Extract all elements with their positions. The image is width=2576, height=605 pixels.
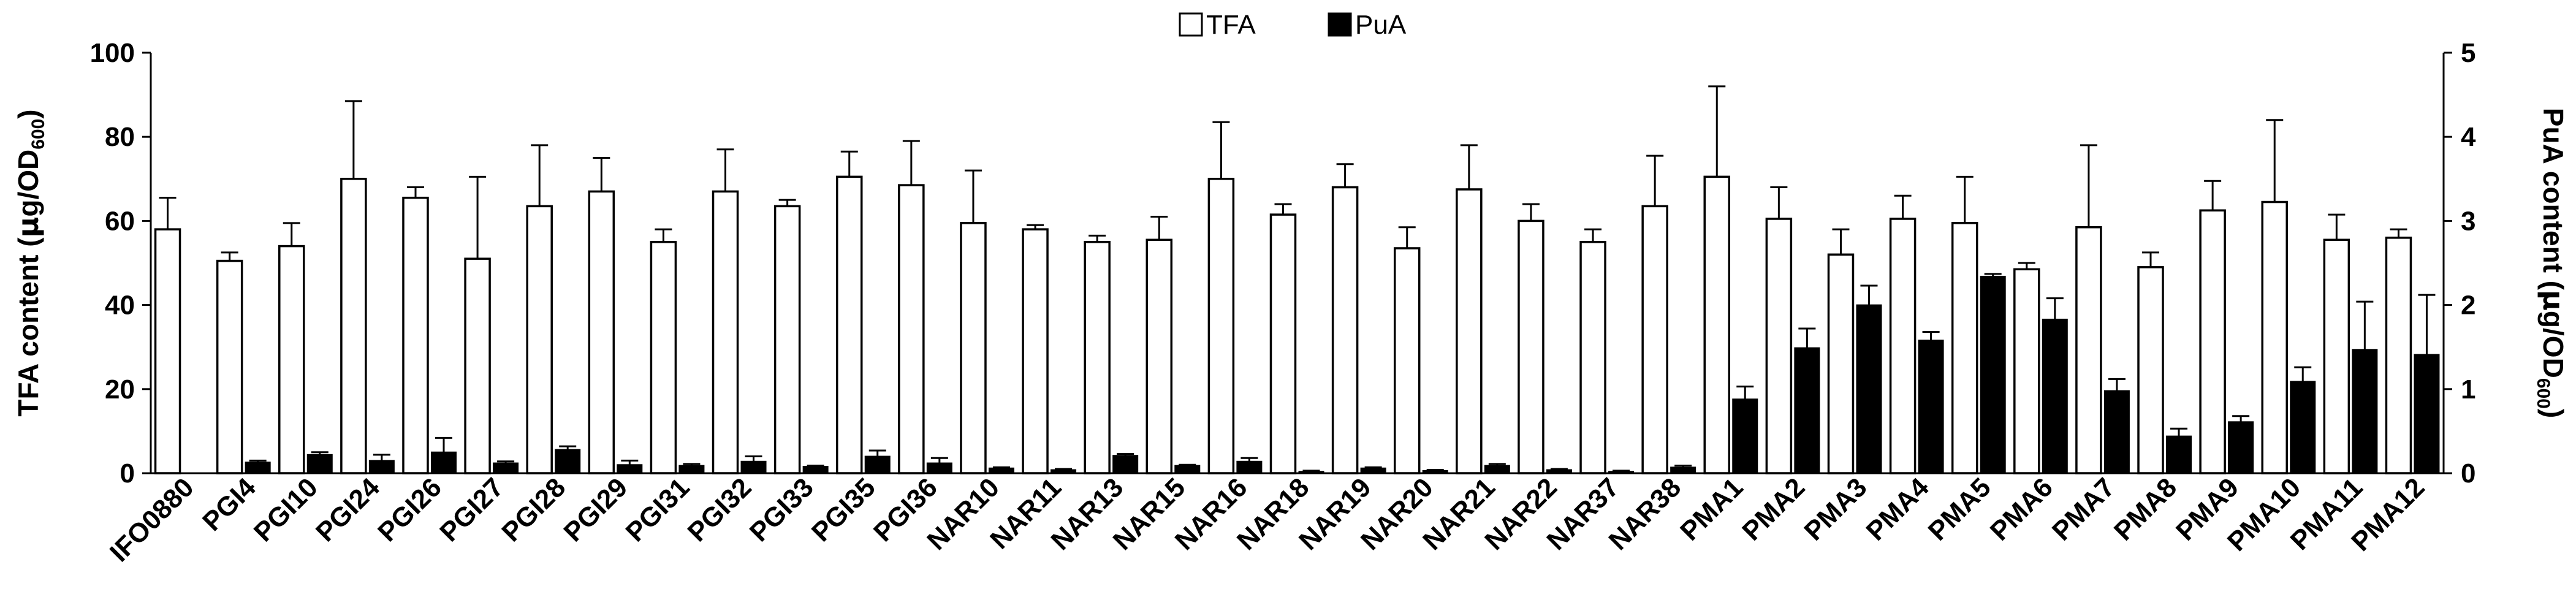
bar-tfa-nar22 [1518,219,1544,474]
legend-label-tfa: TFA [1206,10,1256,40]
bar-tfa-pgi35 [835,175,863,474]
bar-tfa-pgi29 [588,190,615,474]
category-label-pgi27: PGI27 [434,472,509,547]
legend-label-pua: PuA [1355,10,1407,40]
bar-pua-pgi33 [802,466,829,474]
left-tick-label: 20 [105,375,135,405]
bar-tfa-nar38 [1641,205,1668,474]
right-tick-label: 2 [2461,291,2475,321]
bar-tfa-pgi31 [650,240,677,474]
left-y-ticks: 0 20 40 60 80 100 [90,38,151,489]
right-y-ticks: 0 1 2 3 4 5 [2444,38,2476,489]
category-label-ifo0880: IFO0880 [104,472,200,568]
bar-pua-pma3 [1856,304,1882,474]
bar-tfa-nar37 [1579,240,1606,474]
right-y-axis-title: PuA content (μg/OD600) [2533,108,2570,418]
category-label-pgi31: PGI31 [620,472,696,547]
category-label-pgi29: PGI29 [558,472,634,547]
category-label-pgi32: PGI32 [682,472,758,547]
bar-tfa-pgi36 [898,184,925,474]
bar-pua-nar13 [1112,455,1139,474]
bar-tfa-ifo0880 [154,228,181,474]
category-label-pgi10: PGI10 [248,472,324,547]
bar-tfa-pma5 [1951,222,1978,474]
category-label-pma8: PMA8 [2108,472,2183,546]
bar-pua-nar15 [1174,465,1201,474]
left-tick-label: 100 [90,38,135,68]
bar-tfa-nar20 [1393,247,1421,474]
category-label-pma3: PMA3 [1798,472,1872,546]
category-label-pma7: PMA7 [2046,472,2121,546]
category-label-pma1: PMA1 [1674,472,1749,546]
right-tick-label: 0 [2461,459,2475,489]
category-label-pgi28: PGI28 [496,472,571,547]
category-label-pma5: PMA5 [1923,472,1997,546]
bar-tfa-pma12 [2385,237,2412,474]
bar-tfa-pma7 [2075,226,2102,474]
bar-tfa-pgi10 [278,245,305,474]
bar-tfa-pgi26 [402,196,429,474]
right-tick-label: 1 [2461,375,2475,405]
bar-tfa-pgi24 [340,178,367,474]
right-tick-label: 5 [2461,38,2475,68]
left-tick-label: 60 [105,206,135,236]
category-label-pma4: PMA4 [1861,472,1935,546]
bar-tfa-nar21 [1456,188,1483,474]
bar-tfa-pgi33 [773,205,801,474]
bar-pua-pma5 [1980,275,2006,474]
bar-tfa-nar10 [960,222,987,474]
category-label-pgi24: PGI24 [310,472,386,547]
bar-tfa-pgi4 [216,259,243,474]
category-label-pma6: PMA6 [1985,472,2059,546]
category-label-pma2: PMA2 [1736,472,1810,546]
bar-tfa-pma6 [2013,268,2040,474]
legend-swatch-pua [1328,12,1352,37]
category-labels: IFO0880PGI4PGI10PGI24PGI26PGI27PGI28PGI2… [104,472,2431,568]
bar-pua-pma4 [1918,340,1944,474]
bar-pua-pma2 [1794,347,1820,474]
bar-tfa-nar18 [1269,213,1297,474]
bar-tfa-pma2 [1765,218,1793,474]
bars [154,85,2440,474]
bar-tfa-pma10 [2261,200,2288,474]
category-label-pgi26: PGI26 [372,472,447,547]
bar-pua-pma6 [2042,318,2068,474]
right-tick-label: 3 [2461,206,2475,236]
bar-pua-pgi10 [306,454,333,474]
bar-tfa-nar11 [1022,228,1049,474]
right-tick-label: 4 [2461,122,2476,152]
bar-tfa-pgi27 [464,257,491,474]
left-tick-label: 40 [105,291,135,321]
legend: TFA PuA [1179,10,1407,40]
bar-tfa-pma9 [2199,209,2226,474]
bar-tfa-pma1 [1703,175,1731,474]
legend-swatch-tfa [1179,12,1203,37]
category-label-pgi35: PGI35 [806,472,881,547]
bar-tfa-pgi32 [712,190,739,474]
left-y-axis-title: TFA content (μg/OD600) [12,109,48,416]
category-label-pgi33: PGI33 [744,472,819,547]
bar-tfa-pma4 [1889,218,1917,474]
left-tick-label: 0 [120,459,135,489]
bar-pua-pma9 [2228,421,2254,474]
bar-tfa-pma8 [2137,266,2164,474]
bar-tfa-pma3 [1827,253,1855,474]
bar-tfa-nar15 [1146,238,1173,474]
bar-pua-pma7 [2103,390,2130,474]
bar-tfa-pgi28 [526,205,553,474]
bar-tfa-pma11 [2323,238,2350,474]
left-tick-label: 80 [105,122,135,152]
bar-tfa-nar13 [1084,240,1111,474]
bar-tfa-nar19 [1331,186,1359,474]
bar-tfa-nar16 [1207,178,1235,474]
bar-pua-pgi28 [555,449,581,474]
